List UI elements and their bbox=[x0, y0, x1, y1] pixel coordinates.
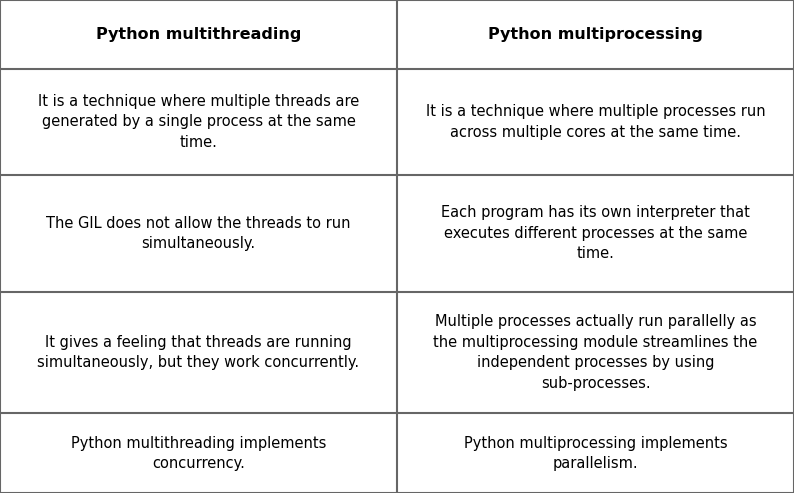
Text: It is a technique where multiple threads are
generated by a single process at th: It is a technique where multiple threads… bbox=[38, 94, 359, 150]
Text: Each program has its own interpreter that
executes different processes at the sa: Each program has its own interpreter tha… bbox=[441, 206, 750, 261]
Text: Python multithreading: Python multithreading bbox=[96, 27, 301, 42]
Text: Python multiprocessing implements
parallelism.: Python multiprocessing implements parall… bbox=[464, 435, 727, 471]
Text: The GIL does not allow the threads to run
simultaneously.: The GIL does not allow the threads to ru… bbox=[46, 215, 351, 251]
Text: Multiple processes actually run parallelly as
the multiprocessing module streaml: Multiple processes actually run parallel… bbox=[434, 315, 757, 390]
Text: It gives a feeling that threads are running
simultaneously, but they work concur: It gives a feeling that threads are runn… bbox=[37, 335, 360, 370]
Text: Python multiprocessing: Python multiprocessing bbox=[488, 27, 703, 42]
Text: It is a technique where multiple processes run
across multiple cores at the same: It is a technique where multiple process… bbox=[426, 104, 765, 140]
Text: Python multithreading implements
concurrency.: Python multithreading implements concurr… bbox=[71, 435, 326, 471]
